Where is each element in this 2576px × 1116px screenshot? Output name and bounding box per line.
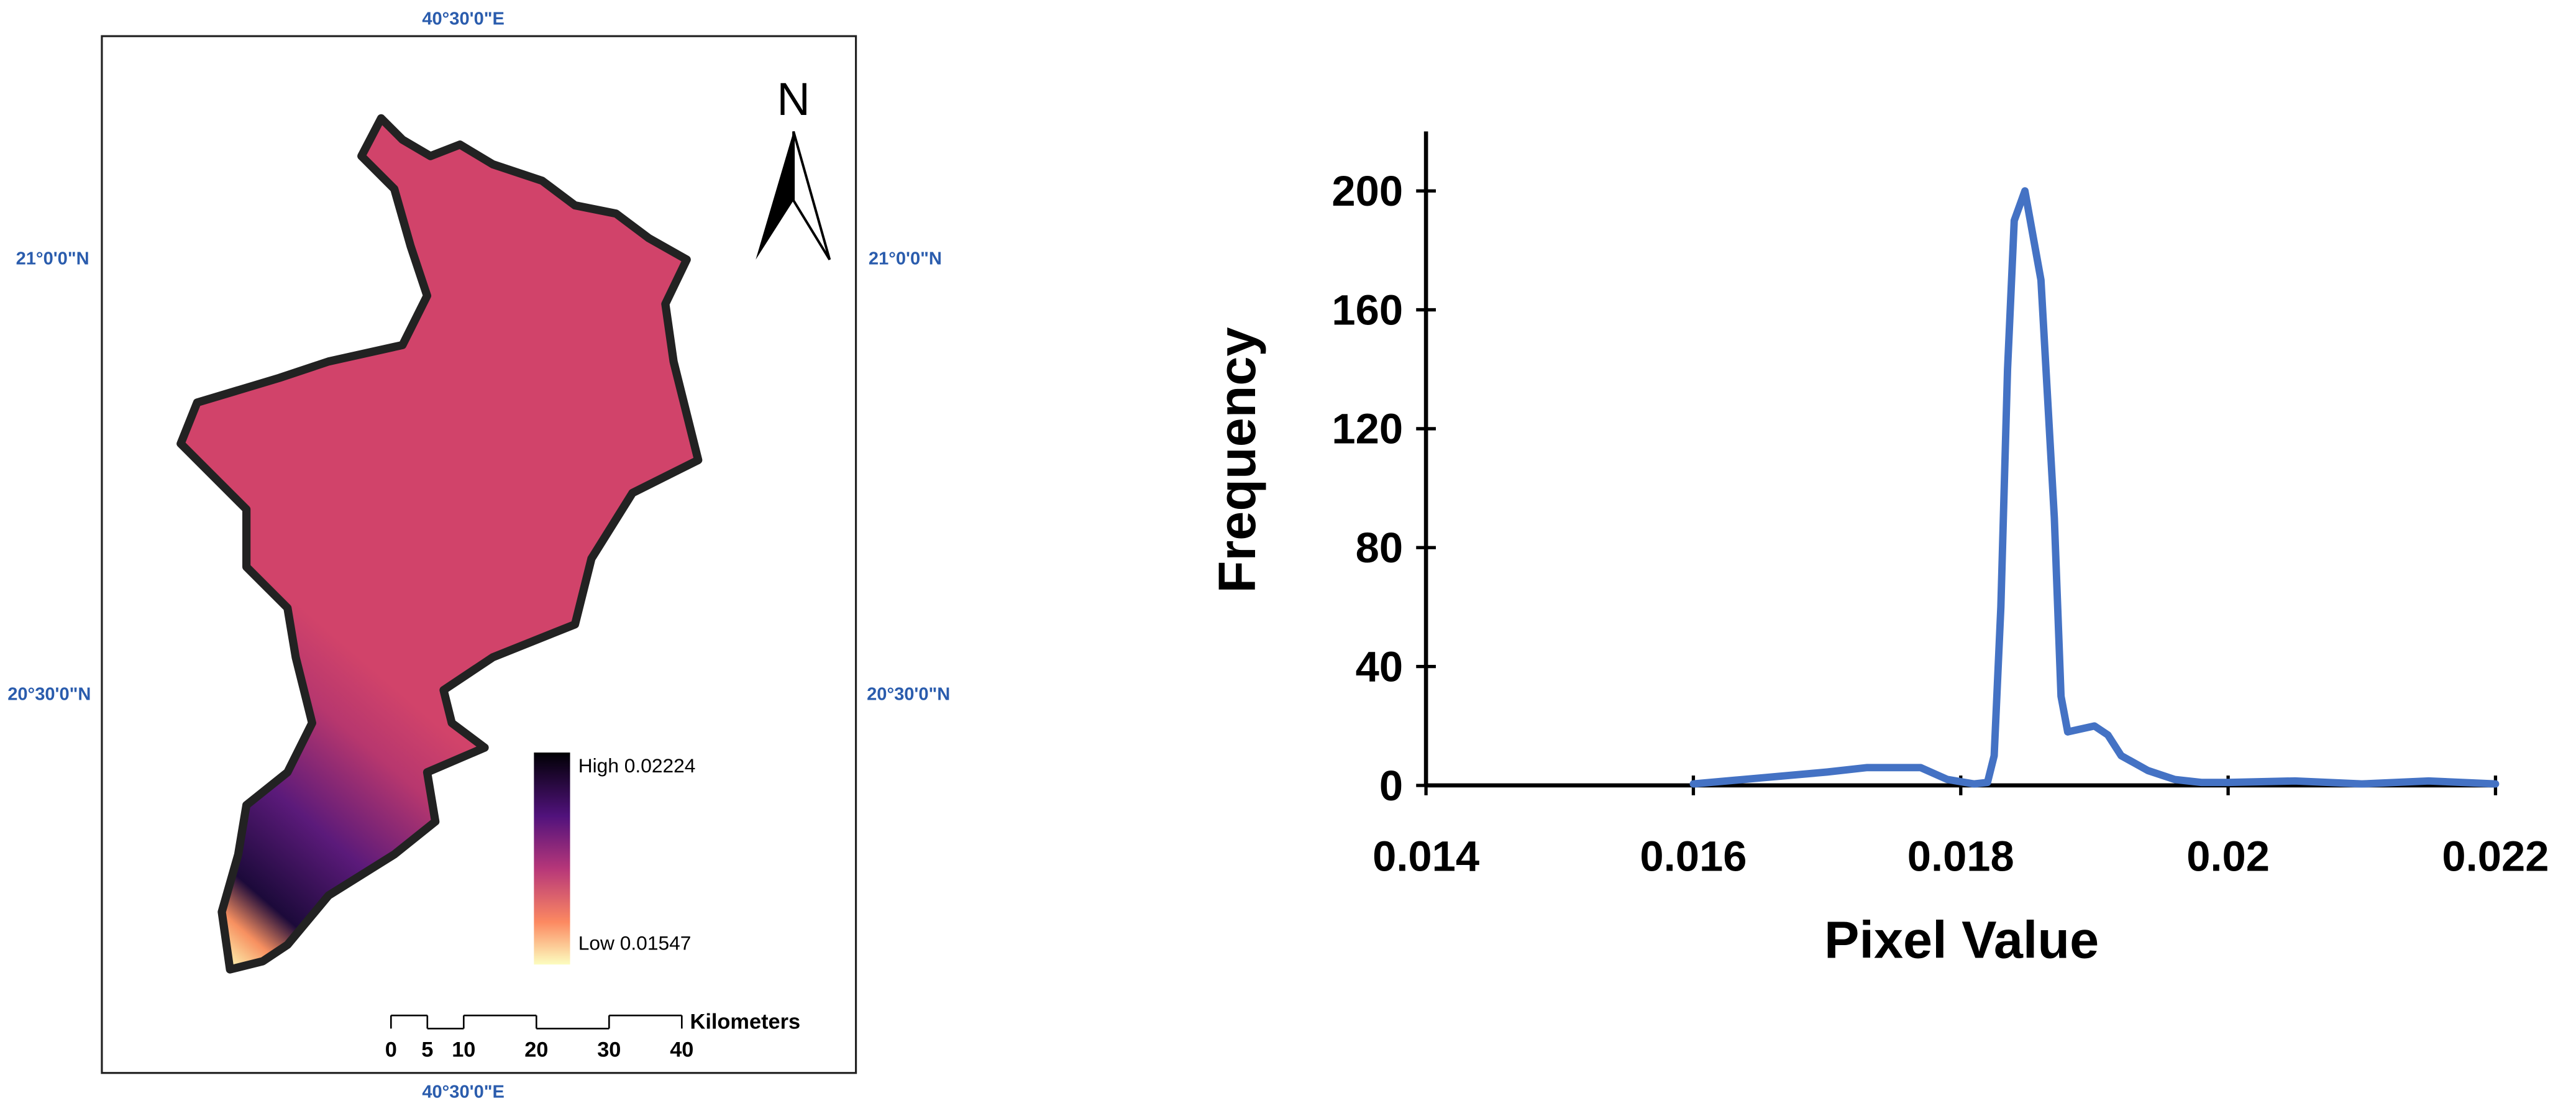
coord-label: 20°30'0"N [867, 684, 950, 704]
north-label: N [777, 73, 810, 125]
x-tick-label: 0.014 [1372, 832, 1479, 880]
y-tick-label: 80 [1356, 524, 1403, 572]
coord-label: 40°30'0"E [422, 1082, 505, 1102]
scale-bar: 0 5 10 20 30 40 [385, 1014, 693, 1061]
scale-label: 0 [385, 1038, 397, 1061]
x-axis-title: Pixel Value [1824, 910, 2099, 969]
y-tick-label: 200 [1331, 167, 1403, 215]
legend-ramp [534, 752, 570, 965]
coord-label: 40°30'0"E [422, 9, 505, 29]
y-tick-label: 0 [1379, 762, 1403, 810]
coord-label: 21°0'0"N [869, 249, 942, 269]
legend-low: Low 0.01547 [578, 931, 692, 954]
y-axis-title: Frequency [1207, 327, 1266, 593]
y-tick-label: 160 [1331, 286, 1403, 334]
scale-label: 20 [524, 1038, 548, 1061]
coord-label: 20°30'0"N [7, 684, 91, 704]
x-tick-label: 0.02 [2186, 832, 2270, 880]
scale-label: 10 [452, 1038, 475, 1061]
scale-label: 40 [670, 1038, 693, 1061]
scale-label: 5 [421, 1038, 433, 1061]
coord-label: 21°0'0"N [16, 249, 89, 269]
scale-unit: Kilometers [690, 1010, 801, 1033]
y-tick-label: 120 [1331, 405, 1403, 453]
x-tick-label: 0.016 [1640, 832, 1747, 880]
scale-label: 30 [597, 1038, 621, 1061]
x-tick-label: 0.018 [1907, 832, 2014, 880]
legend-high: High 0.02224 [578, 754, 696, 777]
chart: 0 40 80 120 160 200 0.014 0.016 0.018 0.02 0.022 [1331, 131, 2549, 880]
line [1689, 187, 2500, 788]
x-tick-label: 0.022 [2442, 832, 2549, 880]
y-tick-label: 40 [1356, 643, 1403, 690]
basin [176, 114, 703, 974]
